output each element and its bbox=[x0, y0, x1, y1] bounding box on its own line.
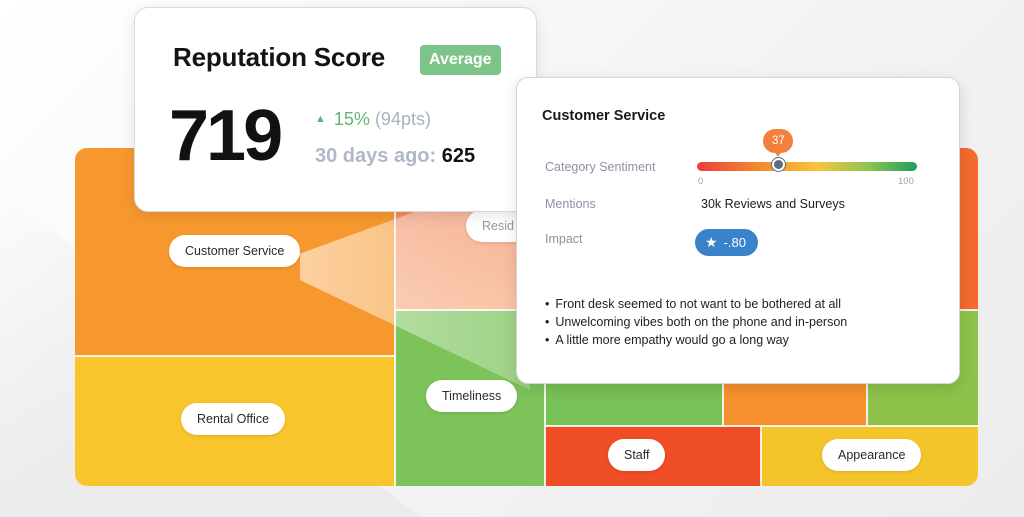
change-points: (94pts) bbox=[374, 109, 431, 129]
tile-divider bbox=[75, 355, 395, 357]
sentiment-min-label: 0 bbox=[698, 176, 704, 187]
appearance-chip[interactable]: Appearance bbox=[822, 439, 922, 471]
comment-list: Front desk seemed to not want to be both… bbox=[545, 295, 847, 349]
mentions-value: 30k Reviews and Surveys bbox=[701, 197, 845, 211]
sentiment-slider-track bbox=[697, 162, 917, 171]
previous-score: 30 days ago: 625 bbox=[315, 145, 475, 168]
star-icon: ★ bbox=[705, 234, 718, 250]
sentiment-slider-knob[interactable] bbox=[771, 158, 785, 171]
list-item: A little more empathy would go a long wa… bbox=[545, 331, 847, 349]
impact-badge: ★ -.80 bbox=[695, 229, 758, 256]
change-percent: 15% bbox=[333, 109, 370, 129]
rating-badge: Average bbox=[420, 45, 501, 75]
timeliness-chip[interactable]: Timeliness bbox=[426, 380, 518, 412]
staff-chip[interactable]: Staff bbox=[608, 439, 666, 471]
impact-value: -.80 bbox=[723, 235, 746, 250]
list-item: Unwelcoming vibes both on the phone and … bbox=[545, 313, 847, 331]
customer-service-chip[interactable]: Customer Service bbox=[169, 235, 301, 267]
reputation-score-card: Reputation Score Average 719 ▲ 15% (94pts… bbox=[134, 7, 537, 212]
tile-divider bbox=[760, 426, 762, 486]
previous-label: 30 days ago: bbox=[315, 145, 437, 167]
score-change: ▲ 15% (94pts) bbox=[315, 109, 431, 130]
list-item: Front desk seemed to not want to be both… bbox=[545, 295, 847, 313]
detail-title: Customer Service bbox=[542, 108, 666, 124]
up-triangle-icon: ▲ bbox=[315, 113, 326, 125]
sentiment-label: Category Sentiment bbox=[545, 160, 656, 174]
reputation-title: Reputation Score bbox=[173, 42, 386, 72]
rental-office-chip[interactable]: Rental Office bbox=[181, 403, 286, 435]
impact-label: Impact bbox=[545, 232, 583, 246]
tile-divider bbox=[544, 310, 546, 486]
mentions-label: Mentions bbox=[545, 197, 596, 211]
sentiment-value-bubble: 37 bbox=[763, 129, 794, 157]
sentiment-max-label: 100 bbox=[898, 176, 914, 187]
previous-value: 625 bbox=[441, 145, 476, 167]
category-detail-card: Customer Service Category Sentiment 37 0… bbox=[516, 77, 960, 384]
reputation-score-value: 719 bbox=[169, 96, 283, 176]
